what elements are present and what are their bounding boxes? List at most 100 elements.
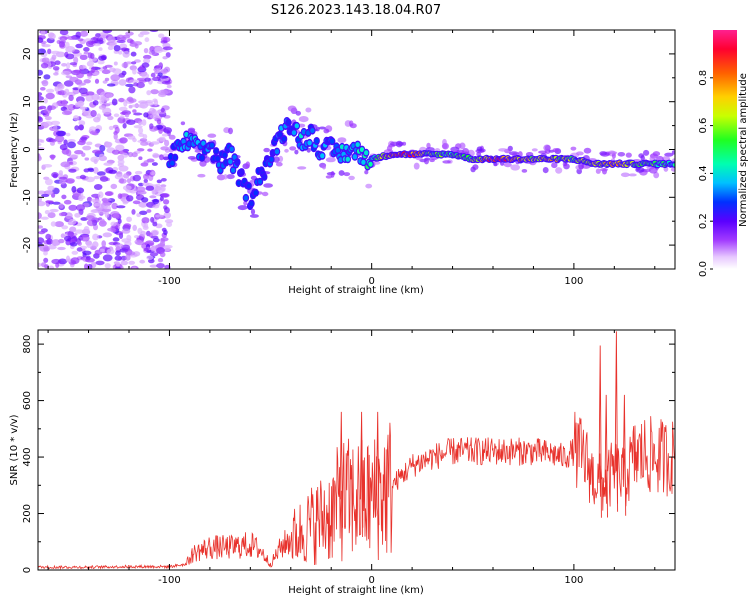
spectrogram-noise-cell <box>164 139 170 147</box>
spectrogram-noise-cell <box>131 209 136 215</box>
spectrogram-noise-cell <box>38 106 43 110</box>
colorbar: 0.0 0.2 0.4 0.6 0.8 Normalized spectral ampl… <box>698 30 749 277</box>
spectrogram-noise-cell <box>117 159 125 165</box>
spectrogram-noise-cell <box>148 50 157 55</box>
spectrogram-noise-cell <box>38 95 44 101</box>
snr-y-label: SNR (10 * v/v) <box>9 414 20 485</box>
spectrogram-ridge-core <box>330 138 335 144</box>
spectrogram-noise-cell <box>65 53 75 60</box>
spectrogram-ridge-core <box>364 150 369 156</box>
spectrogram-halo-cell <box>262 191 269 197</box>
spectrogram-noise-cell <box>122 50 130 58</box>
spectrogram-halo-cell <box>508 151 519 156</box>
spectrogram-noise-cell <box>77 38 84 42</box>
spectrogram-noise-cell <box>99 144 106 152</box>
spectrogram-noise-cell <box>38 92 43 97</box>
spectrogram-noise-cell <box>105 141 113 147</box>
snr-series-line <box>38 411 675 570</box>
spectrogram-halo-cell <box>263 183 273 188</box>
spectrogram-noise-cell <box>136 213 141 218</box>
spectrogram-noise-cell <box>125 83 134 87</box>
spectrogram-noise-cell <box>101 197 108 203</box>
spectrogram-noise-cell <box>159 154 164 161</box>
spectrogram-ridge-core <box>361 159 366 165</box>
spectrogram-noise-cell <box>87 52 93 59</box>
spectrogram-ridge-core <box>339 144 345 150</box>
snr-spike <box>622 394 627 516</box>
spectrogram-noise-cell <box>43 257 49 263</box>
spectrogram-noise-cell <box>112 237 120 242</box>
spectrogram-noise-cell <box>71 186 77 193</box>
spectrogram-noise-cell <box>149 195 157 199</box>
spectrogram-noise-cell <box>162 46 173 51</box>
snr-x-tick-label: 100 <box>564 575 583 586</box>
spectrogram-noise-cell <box>69 62 78 66</box>
spectrogram-halo-cell <box>297 166 307 170</box>
spectrogram-noise-cell <box>117 116 126 124</box>
spectrogram-noise-cell <box>132 68 137 75</box>
spectrogram-noise-cell <box>61 194 67 200</box>
spectrogram-noise-cell <box>53 72 59 76</box>
spectrogram-noise-cell <box>90 198 100 202</box>
spectrogram-halo-cell <box>442 160 451 164</box>
spectrogram-noise-cell <box>164 219 174 224</box>
spectrogram-noise-cell <box>108 169 117 174</box>
spectrogram-noise-cell <box>146 255 154 260</box>
spectrogram-noise-cell <box>163 127 173 134</box>
spectrogram-noise-cell <box>79 30 89 37</box>
spectrogram-noise-cell <box>104 263 111 269</box>
snr-x-tick-label: 0 <box>368 575 374 586</box>
spectrogram-noise-cell <box>38 37 44 43</box>
spectrogram-ridge-core <box>253 190 258 196</box>
spectrogram-ridge-core <box>215 156 220 162</box>
spectrogram-halo-cell <box>330 171 335 178</box>
spectrogram-noise-cell <box>132 224 137 231</box>
spectrogram-noise-cell <box>85 257 95 263</box>
spectrogram-noise-cell <box>38 48 46 55</box>
spectrogram-noise-cell <box>51 258 61 265</box>
spectrogram-halo-cell <box>249 214 259 218</box>
spectrogram-noise-cell <box>121 152 129 158</box>
spectrogram-noise-cell <box>150 171 156 176</box>
spectrogram-noise-cell <box>152 198 160 205</box>
spectrogram-noise-cell <box>44 210 50 215</box>
spectrogram-ridge-core <box>314 138 319 144</box>
spectrogram-noise-cell <box>71 250 79 255</box>
spectrogram-noise-cell <box>61 71 71 76</box>
spectrogram-noise-cell <box>86 141 93 146</box>
spectrogram-noise-cell <box>73 115 80 121</box>
spectrogram-noise-cell <box>134 43 139 49</box>
colorbar-tick-label: 0.2 <box>698 213 709 229</box>
spectrogram-halo-cell <box>275 161 283 167</box>
spectrogram-halo-cell <box>237 205 248 211</box>
colorbar-tick-label: 0.0 <box>698 261 709 277</box>
spectrogram-noise-cell <box>38 231 46 235</box>
spectrogram-noise-cell <box>50 139 57 143</box>
spectrogram-noise-cell <box>86 196 93 203</box>
spectrogram-halo-cell <box>563 163 570 170</box>
spectrogram-noise-cell <box>49 208 59 213</box>
spectrogram-noise-cell <box>55 130 66 137</box>
snr-frame <box>37 329 676 571</box>
spectrogram-noise-cell <box>154 65 161 69</box>
spectrogram-ridge-core <box>235 159 240 165</box>
spectrogram-noise-cell <box>92 72 100 76</box>
spectrogram-noise-cell <box>47 212 56 219</box>
spectrogram-noise-cell <box>68 204 78 211</box>
spectrogram-halo-cell <box>348 175 355 181</box>
spectrogram-halo-cell <box>337 137 347 144</box>
spectrogram-noise-cell <box>78 65 86 70</box>
spectrogram-noise-cell <box>160 89 171 94</box>
spectrogram-noise-cell <box>80 136 88 141</box>
spectrogram-ridge-core <box>229 146 234 152</box>
spectrogram-noise-cell <box>126 251 136 256</box>
spectrogram-noise-cell <box>143 178 148 183</box>
spectrogram-noise-cell <box>67 139 76 143</box>
spectrogram-noise-cell <box>149 114 159 119</box>
spectrogram-x-label: Height of straight line (km) <box>288 285 424 296</box>
snr-y-tick-label: 0 <box>22 567 33 573</box>
spectrogram-noise-cell <box>155 214 164 218</box>
spectrogram-halo-cell <box>459 142 466 150</box>
spectrogram-noise-cell <box>132 200 141 205</box>
spectrogram-noise-cell <box>104 211 110 218</box>
